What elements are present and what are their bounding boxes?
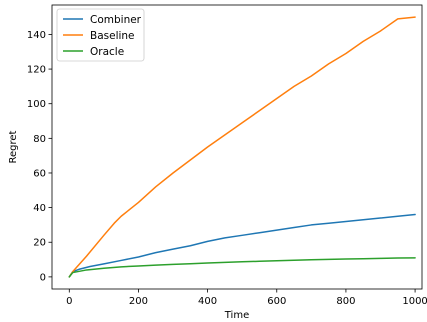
x-axis: 0 200 400 600 800 1000: [66, 289, 427, 307]
legend-label-oracle: Oracle: [90, 46, 124, 58]
series-layer: [68, 16, 416, 278]
plot-frame: [51, 4, 423, 290]
x-tick-label: 400: [198, 296, 217, 307]
x-tick-label: 0: [66, 296, 72, 307]
legend: Combiner Baseline Oracle: [56, 8, 145, 62]
y-tick-label: 100: [27, 99, 46, 110]
x-tick-label: 1000: [402, 296, 427, 307]
x-axis-label: Time: [224, 310, 249, 321]
legend-label-baseline: Baseline: [90, 30, 135, 42]
y-tick-label: 20: [33, 238, 46, 249]
y-tick-label: 120: [27, 65, 46, 76]
x-tick-label: 200: [129, 296, 148, 307]
y-tick-label: 60: [33, 168, 46, 179]
y-tick-label: 40: [33, 203, 46, 214]
x-tick-label: 600: [267, 296, 286, 307]
y-tick-label: 80: [33, 134, 46, 145]
series-line-oracle: [68, 257, 416, 278]
y-tick-label: 0: [40, 272, 46, 283]
series-line-combiner: [68, 213, 416, 278]
series-line-baseline: [68, 16, 416, 278]
legend-box: [56, 8, 145, 62]
legend-label-combiner: Combiner: [90, 14, 142, 26]
y-axis: 0 20 40 60 80 100 120 140: [27, 30, 52, 283]
y-tick-label: 140: [27, 30, 46, 41]
y-axis-label: Regret: [8, 130, 19, 163]
x-tick-label: 800: [336, 296, 355, 307]
